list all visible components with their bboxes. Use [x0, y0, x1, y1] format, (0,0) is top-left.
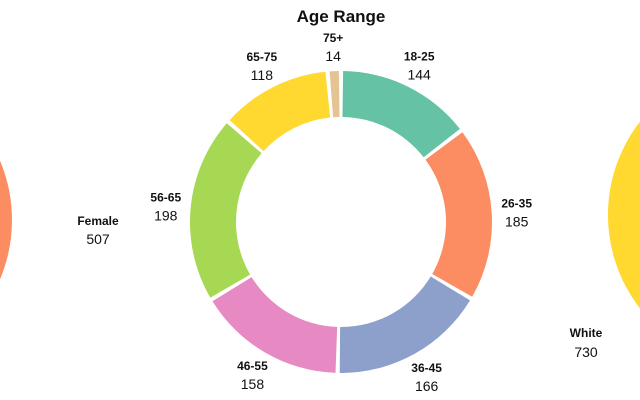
slice-value-white: 730 — [574, 344, 598, 360]
age-range-donut: 18-25 144 26-35 185 36-45 166 46-55 158 56-65 198… — [150, 31, 532, 394]
slice-label-18-25: 18-25 — [404, 49, 435, 63]
chart-title: Age Range — [297, 7, 386, 26]
slice-value-18-25: 144 — [407, 66, 431, 82]
slice-value-56-65: 198 — [154, 207, 178, 223]
slice-label-female: Female — [77, 214, 119, 228]
slice-label-65-75: 65-75 — [246, 50, 277, 64]
slice-label-56-65: 56-65 — [150, 190, 181, 204]
race-donut: White 730 — [570, 121, 640, 360]
slice-label-46-55: 46-55 — [237, 359, 268, 373]
slice-value-female: 507 — [86, 231, 110, 247]
donut-slice-75-plus — [329, 71, 340, 118]
slice-label-36-45: 36-45 — [411, 361, 442, 375]
slice-value-46-55: 158 — [241, 376, 265, 392]
donut-slice-18-25 — [342, 71, 460, 158]
donut-slice-56-65 — [190, 123, 262, 298]
gender-donut: Female 507 — [0, 161, 119, 279]
donut-slice-36-45 — [339, 276, 471, 373]
donut-slice-46-55 — [212, 277, 338, 373]
slice-value-75-plus: 14 — [325, 48, 341, 64]
slice-value-36-45: 166 — [415, 378, 439, 394]
donut-slice-white — [608, 121, 640, 309]
slice-label-75-plus: 75+ — [323, 31, 343, 45]
donut-slice-65-75 — [229, 71, 331, 152]
slice-value-65-75: 118 — [251, 67, 274, 83]
slice-value-26-35: 185 — [505, 214, 529, 230]
slice-label-26-35: 26-35 — [501, 197, 532, 211]
donut-slice-26-35 — [425, 132, 492, 297]
slice-label-white: White — [570, 326, 603, 340]
